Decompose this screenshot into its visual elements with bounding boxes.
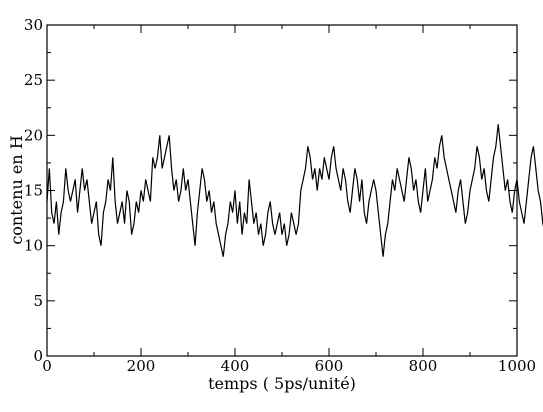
y-axis-title: contenu en H [7, 135, 26, 244]
x-tick-label: 200 [127, 357, 156, 375]
x-tick-label: 0 [42, 357, 52, 375]
series-line [46, 124, 543, 257]
plot-frame [46, 24, 518, 357]
x-tick-label: 800 [409, 357, 438, 375]
y-tick-label: 0 [33, 347, 43, 365]
y-tick-label: 15 [24, 182, 43, 200]
y-tick-label: 10 [24, 237, 43, 255]
y-tick-labels: 0 5 10 15 20 25 30 [24, 16, 43, 365]
x-tick-label: 600 [315, 357, 344, 375]
x-tick-label: 400 [221, 357, 250, 375]
x-tick-label: 1000 [498, 357, 536, 375]
x-tick-labels: 0 200 400 600 800 1000 [42, 357, 536, 375]
y-tick-label: 30 [24, 16, 43, 34]
y-tick-label: 25 [24, 71, 43, 89]
y-tick-label: 20 [24, 126, 43, 144]
y-tick-label: 5 [33, 292, 43, 310]
x-axis-title: temps ( 5ps/unité) [208, 374, 356, 393]
tick-marks [46, 24, 518, 357]
